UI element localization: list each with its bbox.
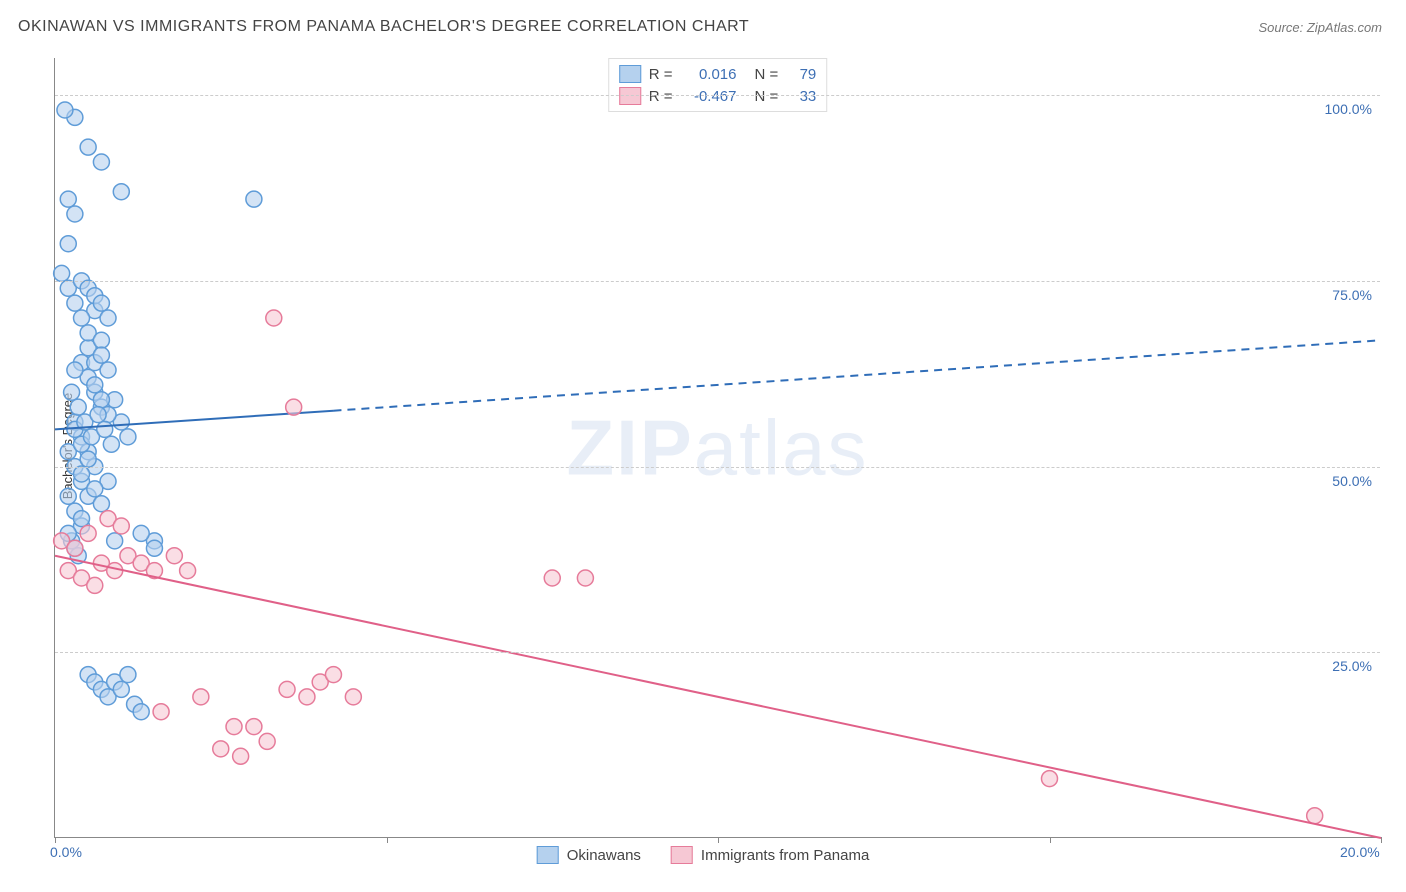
- x-tick-mark: [1050, 837, 1051, 843]
- x-tick-mark: [1381, 837, 1382, 843]
- stat-legend-row: R = 0.016 N = 79: [619, 63, 817, 85]
- data-point: [166, 548, 182, 564]
- x-tick-mark: [718, 837, 719, 843]
- x-tick-label: 0.0%: [50, 844, 82, 860]
- data-point: [60, 236, 76, 252]
- x-tick-mark: [387, 837, 388, 843]
- data-point: [67, 540, 83, 556]
- data-point: [233, 748, 249, 764]
- legend-swatch: [619, 65, 641, 83]
- legend-swatch: [537, 846, 559, 864]
- legend-label: Okinawans: [567, 847, 641, 864]
- data-point: [1042, 771, 1058, 787]
- data-point: [279, 681, 295, 697]
- data-point: [266, 310, 282, 326]
- data-point: [103, 436, 119, 452]
- data-point: [193, 689, 209, 705]
- regression-line-dashed: [333, 340, 1381, 410]
- y-tick-label: 25.0%: [1332, 658, 1372, 674]
- data-point: [93, 496, 109, 512]
- legend-swatch: [671, 846, 693, 864]
- data-point: [87, 377, 103, 393]
- data-point: [100, 362, 116, 378]
- data-point: [60, 191, 76, 207]
- stat-legend: R =0.016N =79R =-0.467N =33: [608, 58, 828, 112]
- data-point: [87, 577, 103, 593]
- bottom-legend: Okinawans Immigrants from Panama: [537, 846, 870, 864]
- data-point: [67, 362, 83, 378]
- data-point: [67, 206, 83, 222]
- scatter-plot-svg: [55, 58, 1381, 838]
- legend-item: Okinawans: [537, 846, 641, 864]
- stat-r-value: 0.016: [681, 66, 737, 83]
- chart-plot-area: ZIPatlas R =0.016N =79R =-0.467N =33 25.…: [54, 58, 1380, 838]
- data-point: [1307, 808, 1323, 824]
- data-point: [54, 265, 70, 281]
- y-tick-label: 100.0%: [1325, 101, 1372, 117]
- data-point: [133, 704, 149, 720]
- data-point: [100, 310, 116, 326]
- data-point: [213, 741, 229, 757]
- data-point: [60, 488, 76, 504]
- data-point: [93, 154, 109, 170]
- data-point: [180, 563, 196, 579]
- data-point: [325, 667, 341, 683]
- data-point: [113, 681, 129, 697]
- y-tick-label: 75.0%: [1332, 287, 1372, 303]
- data-point: [345, 689, 361, 705]
- y-tick-label: 50.0%: [1332, 473, 1372, 489]
- x-tick-label: 20.0%: [1340, 844, 1380, 860]
- data-point: [146, 540, 162, 556]
- data-point: [93, 332, 109, 348]
- data-point: [57, 102, 73, 118]
- data-point: [246, 719, 262, 735]
- data-point: [93, 392, 109, 408]
- data-point: [133, 525, 149, 541]
- chart-title: OKINAWAN VS IMMIGRANTS FROM PANAMA BACHE…: [18, 18, 749, 36]
- data-point: [113, 184, 129, 200]
- legend-item: Immigrants from Panama: [671, 846, 869, 864]
- data-point: [97, 421, 113, 437]
- data-point: [64, 384, 80, 400]
- data-point: [113, 518, 129, 534]
- data-point: [93, 347, 109, 363]
- grid-line: [55, 652, 1380, 653]
- data-point: [93, 295, 109, 311]
- data-point: [74, 466, 90, 482]
- data-point: [80, 451, 96, 467]
- data-point: [74, 310, 90, 326]
- legend-label: Immigrants from Panama: [701, 847, 869, 864]
- grid-line: [55, 95, 1380, 96]
- data-point: [87, 481, 103, 497]
- stat-n-value: 79: [786, 66, 816, 83]
- data-point: [153, 704, 169, 720]
- regression-line: [55, 556, 1381, 838]
- data-point: [544, 570, 560, 586]
- grid-line: [55, 467, 1380, 468]
- data-point: [286, 399, 302, 415]
- data-point: [74, 511, 90, 527]
- stat-n-label: N =: [755, 66, 779, 83]
- data-point: [80, 525, 96, 541]
- data-point: [107, 533, 123, 549]
- x-tick-mark: [55, 837, 56, 843]
- data-point: [577, 570, 593, 586]
- data-point: [299, 689, 315, 705]
- source-attribution: Source: ZipAtlas.com: [1258, 20, 1382, 35]
- data-point: [67, 295, 83, 311]
- stat-r-label: R =: [649, 66, 673, 83]
- data-point: [80, 139, 96, 155]
- data-point: [246, 191, 262, 207]
- data-point: [120, 667, 136, 683]
- data-point: [90, 407, 106, 423]
- data-point: [259, 733, 275, 749]
- data-point: [226, 719, 242, 735]
- data-point: [70, 399, 86, 415]
- grid-line: [55, 281, 1380, 282]
- data-point: [120, 429, 136, 445]
